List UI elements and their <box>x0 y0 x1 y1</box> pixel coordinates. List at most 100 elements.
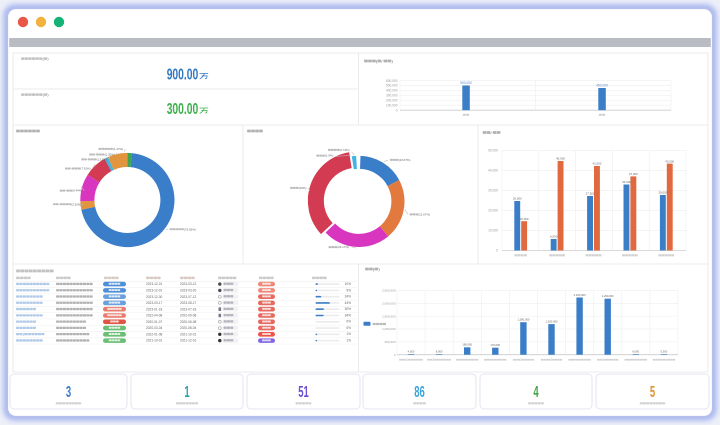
svg-text:6,000: 6,000 <box>550 235 558 239</box>
svg-text:2021-10-01: 2021-10-01 <box>146 339 163 343</box>
svg-text:(9.44%): (9.44%) <box>72 189 82 193</box>
svg-text:(: ( <box>376 59 378 64</box>
svg-text:2: 2 <box>551 359 553 362</box>
svg-text:300.00: 300.00 <box>167 101 199 118</box>
svg-text:100,000: 100,000 <box>386 103 398 107</box>
svg-text:27,500: 27,500 <box>586 192 595 196</box>
svg-text:(1.12%): (1.12%) <box>97 158 107 162</box>
svg-text:20,000: 20,000 <box>488 209 498 213</box>
svg-text:0%: 0% <box>346 320 351 324</box>
svg-text:2022-01-08: 2022-01-08 <box>146 332 163 336</box>
svg-text:200,000: 200,000 <box>386 99 398 103</box>
svg-text:500,000: 500,000 <box>385 340 396 344</box>
svg-text:34%: 34% <box>345 313 352 317</box>
svg-text:300,000: 300,000 <box>386 94 398 98</box>
svg-text:28,000: 28,000 <box>658 191 667 195</box>
svg-text:): ) <box>378 267 380 272</box>
svg-text:24%: 24% <box>345 295 352 299</box>
svg-text:(33%): (33%) <box>299 186 307 190</box>
svg-text:40,000: 40,000 <box>488 169 498 173</box>
svg-text:(21.67%): (21.67%) <box>418 213 430 217</box>
svg-text:170,000: 170,000 <box>490 343 500 347</box>
svg-text:2023-12-30: 2023-12-30 <box>146 295 163 299</box>
svg-text:600,000: 600,000 <box>386 79 398 83</box>
svg-text:(7.91%): (7.91%) <box>80 167 90 171</box>
svg-text:30%: 30% <box>345 307 352 311</box>
svg-text:2023-12-01: 2023-12-01 <box>146 288 163 292</box>
svg-text:25,000: 25,000 <box>513 197 522 201</box>
svg-text:2020-08-04: 2020-08-04 <box>180 326 197 330</box>
svg-text:/: / <box>491 130 493 135</box>
svg-text:450,000: 450,000 <box>596 84 608 88</box>
svg-text:400,000: 400,000 <box>386 89 398 93</box>
svg-text:6,000: 6,000 <box>632 350 639 354</box>
svg-text:1%: 1% <box>346 332 351 336</box>
svg-text:42,500: 42,500 <box>592 162 601 166</box>
svg-text:-: - <box>95 153 96 157</box>
svg-text:2023-03-17: 2023-03-17 <box>146 301 163 305</box>
svg-text:180,000: 180,000 <box>462 343 472 347</box>
svg-text:-: - <box>59 202 60 206</box>
svg-text:500,000: 500,000 <box>386 84 398 88</box>
svg-text:1: 1 <box>407 359 409 362</box>
svg-text:2022-04-08: 2022-04-08 <box>146 314 163 318</box>
svg-text:50,000: 50,000 <box>488 149 498 153</box>
svg-text:/: / <box>381 59 383 64</box>
svg-text:1%: 1% <box>346 339 351 343</box>
svg-text:2020-06-08: 2020-06-08 <box>180 320 197 324</box>
svg-text:33,000: 33,000 <box>622 180 631 184</box>
svg-text:1,280,000: 1,280,000 <box>517 318 529 322</box>
svg-text:1,200,000: 1,200,000 <box>546 320 558 324</box>
svg-text:2023-07-18: 2023-07-18 <box>180 307 197 311</box>
svg-text:1: 1 <box>184 384 190 401</box>
svg-text:2023-03-12: 2023-03-12 <box>180 282 197 286</box>
svg-text:900.00: 900.00 <box>167 66 199 83</box>
svg-text:3: 3 <box>66 384 72 401</box>
svg-text:2021-10-01: 2021-10-01 <box>180 332 197 336</box>
svg-text:(1.9%): (1.9%) <box>325 154 334 158</box>
svg-text:2023-03-20: 2023-03-20 <box>180 288 197 292</box>
svg-text:10,000: 10,000 <box>488 229 498 233</box>
svg-text:4,500: 4,500 <box>408 350 415 354</box>
svg-text:0: 0 <box>396 108 398 112</box>
svg-text:2: 2 <box>520 359 522 362</box>
svg-text:44%: 44% <box>345 301 352 305</box>
svg-text:15,000: 15,000 <box>520 217 529 221</box>
svg-text:): ) <box>47 93 48 97</box>
svg-text:(0.74%): (0.74%) <box>339 148 349 152</box>
svg-text:8,000: 8,000 <box>436 350 443 354</box>
svg-text:): ) <box>47 57 48 61</box>
svg-text:2022-09-08: 2022-09-08 <box>180 314 197 318</box>
svg-text:2023-07-12: 2023-07-12 <box>180 295 197 299</box>
svg-text:0%: 0% <box>346 326 351 330</box>
svg-text:-: - <box>65 189 66 193</box>
svg-text:(: ( <box>43 57 45 61</box>
svg-text:2,200,000: 2,200,000 <box>602 294 614 298</box>
svg-text:2021-12-01: 2021-12-01 <box>180 339 197 343</box>
svg-text:(: ( <box>373 267 375 272</box>
svg-text:2023-08-17: 2023-08-17 <box>180 301 197 305</box>
svg-text:5,500: 5,500 <box>661 350 668 354</box>
svg-text:-: - <box>87 158 88 162</box>
svg-text:(16.67%): (16.67%) <box>399 158 411 162</box>
svg-text:5%: 5% <box>346 288 351 292</box>
svg-text:2,000,000: 2,000,000 <box>382 302 396 306</box>
svg-text:0: 0 <box>394 353 396 357</box>
svg-text:51: 51 <box>298 384 309 401</box>
svg-text:2020-03-04: 2020-03-04 <box>146 326 163 330</box>
svg-text:45,000: 45,000 <box>556 157 565 161</box>
svg-text:2: 2 <box>23 332 25 336</box>
svg-text:2: 2 <box>602 359 604 362</box>
svg-text:37,000: 37,000 <box>629 172 638 176</box>
svg-text:0: 0 <box>496 249 498 253</box>
svg-text:30,000: 30,000 <box>488 189 498 193</box>
svg-text:5: 5 <box>650 384 656 401</box>
svg-text:2,250,000: 2,250,000 <box>574 293 586 297</box>
svg-text:(2.92%): (2.92%) <box>71 202 81 206</box>
svg-text:2023-01-18: 2023-01-18 <box>146 307 163 311</box>
svg-text:(75.65%): (75.65%) <box>184 227 196 231</box>
svg-text:2,500,000: 2,500,000 <box>382 289 396 293</box>
svg-text:-: - <box>71 167 72 171</box>
svg-text:500,000: 500,000 <box>460 81 472 85</box>
svg-text:2: 2 <box>432 359 434 362</box>
